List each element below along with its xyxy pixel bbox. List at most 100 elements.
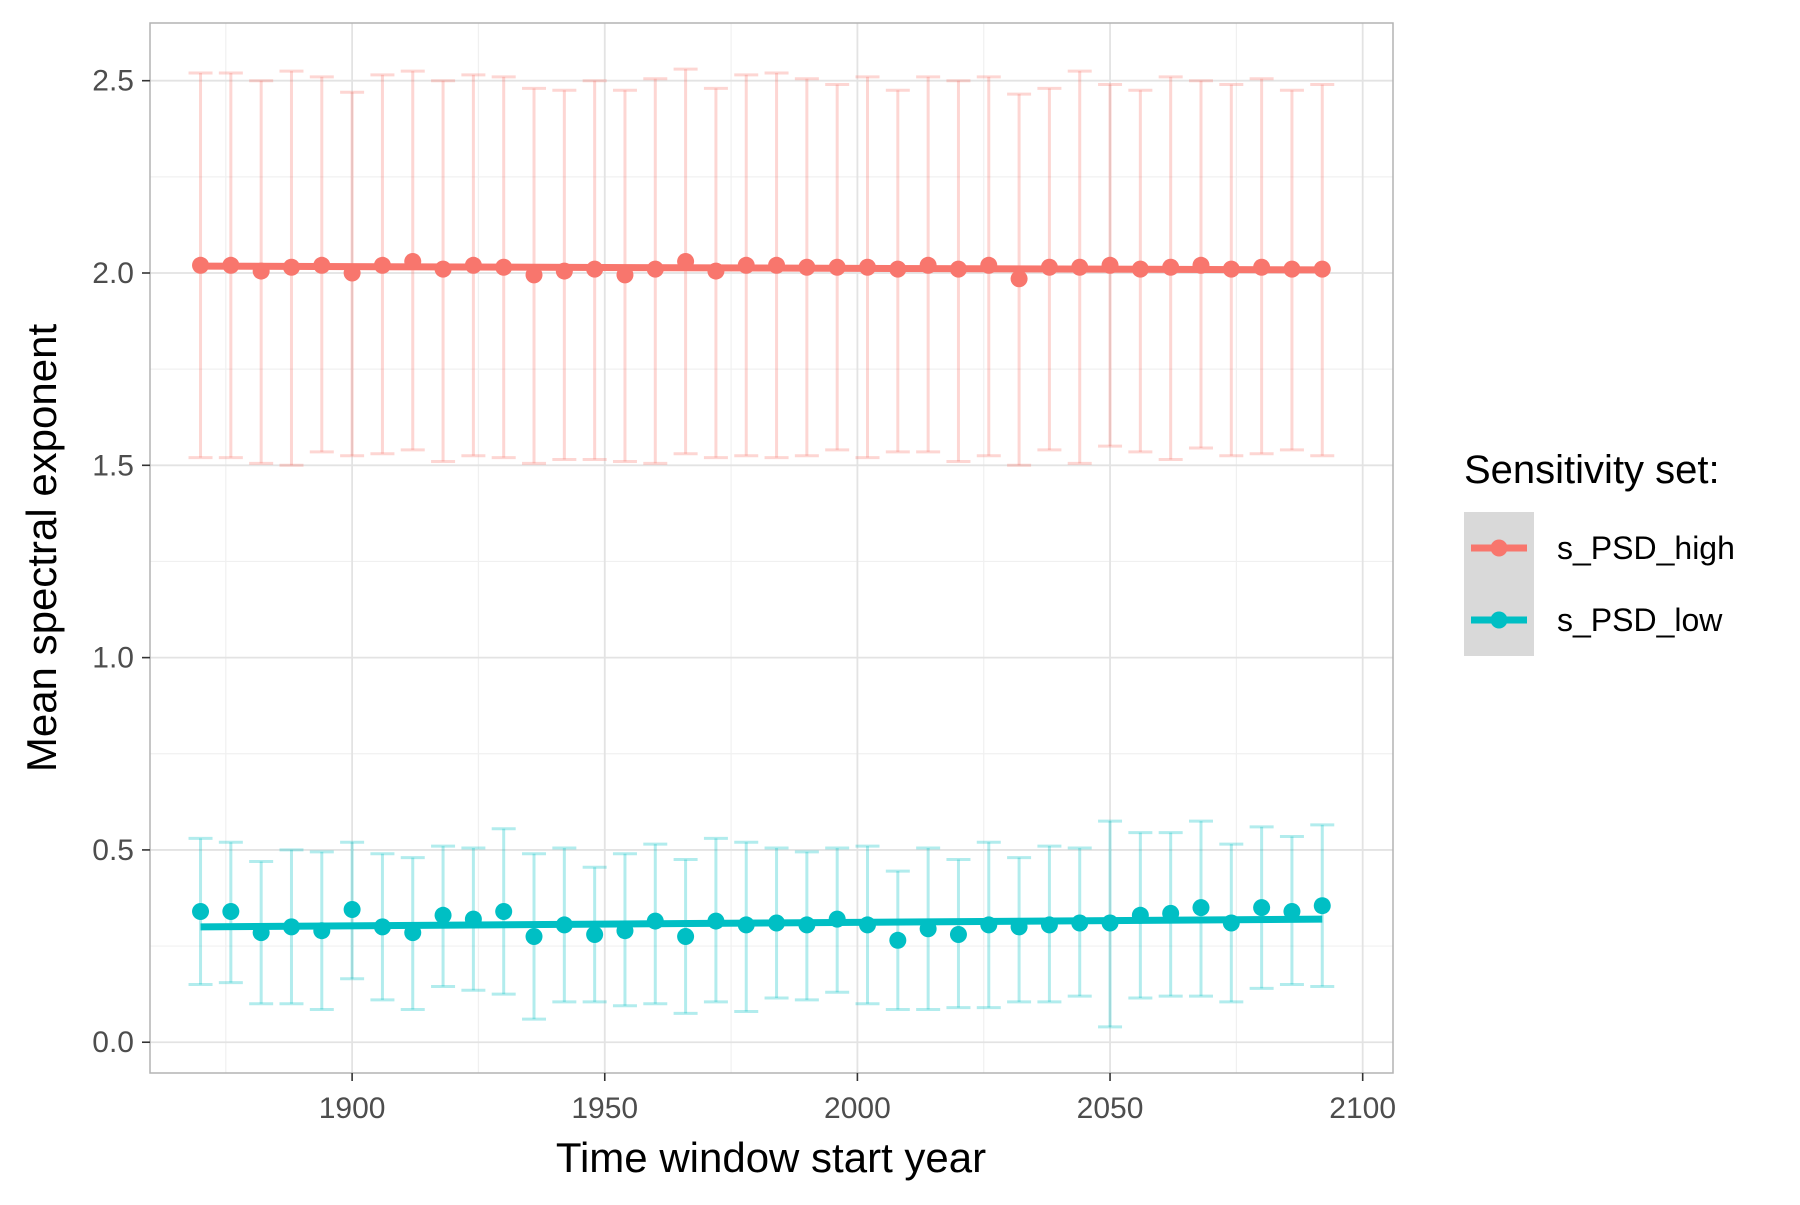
s-psd-high-point [555, 262, 573, 280]
s-psd-high-point [1283, 260, 1301, 278]
s-psd-high-point [1131, 260, 1149, 278]
s-psd-high-point [1313, 260, 1331, 278]
s-psd-low-point [1192, 899, 1210, 917]
s-psd-low-point [1040, 916, 1058, 934]
s-psd-high-trend-line [200, 262, 1323, 274]
s-psd-low-point [1131, 906, 1149, 924]
s-psd-low-point [464, 910, 482, 928]
s-psd-high-point [737, 256, 755, 274]
s-psd-high-point [1071, 258, 1089, 276]
x-tick-label: 1900 [319, 1092, 386, 1125]
legend: Sensitivity set: s_PSD_high s_PSD_low [1464, 448, 1735, 656]
s-psd-high-point [1162, 258, 1180, 276]
s-psd-high-point [1010, 270, 1028, 288]
x-tick-label: 2100 [1329, 1092, 1396, 1125]
s-psd-high-point [798, 258, 816, 276]
grid-major [150, 23, 1393, 1073]
s-psd-high-point [919, 256, 937, 274]
s-psd-low-point [919, 920, 937, 938]
s-psd-low-point [1283, 902, 1301, 920]
s-psd-low-point [434, 906, 452, 924]
data-points [192, 252, 1331, 949]
s-psd-high-point [343, 264, 361, 282]
s-psd-high-point [404, 252, 422, 270]
s-psd-high-point [192, 256, 210, 274]
s-psd-low-point [677, 927, 695, 945]
s-psd-high-legend-label: s_PSD_high [1557, 530, 1735, 566]
s-psd-high-point [313, 256, 331, 274]
s-psd-high-point [282, 258, 300, 276]
y-tick-label: 0.5 [92, 834, 134, 867]
s-psd-high-point [768, 256, 786, 274]
s-psd-low-point [373, 918, 391, 936]
s-psd-low-point [889, 931, 907, 949]
s-psd-low-point [828, 910, 846, 928]
y-tick-label: 2.0 [92, 257, 134, 290]
s-psd-low-point [646, 912, 664, 930]
s-psd-high-point [828, 258, 846, 276]
s-psd-low-point [404, 924, 422, 942]
s-psd-low-point [1313, 897, 1331, 915]
s-psd-high-point [1040, 258, 1058, 276]
x-tick-label: 2050 [1077, 1092, 1144, 1125]
s-psd-high-point [222, 256, 240, 274]
s-psd-low-point [737, 916, 755, 934]
s-psd-low-point [859, 916, 877, 934]
y-tick-label: 1.0 [92, 642, 134, 675]
s-psd-low-legend-key-point [1490, 611, 1508, 629]
s-psd-low-point [1101, 914, 1119, 932]
x-tick-label: 2000 [824, 1092, 891, 1125]
s-psd-high-point [859, 258, 877, 276]
s-psd-low-point [768, 914, 786, 932]
panel-border [149, 22, 1394, 1074]
s-psd-low-point [798, 916, 816, 934]
s-psd-low-point [586, 926, 604, 944]
s-psd-high-point [434, 260, 452, 278]
axis-ticks [142, 79, 1364, 1081]
s-psd-low-point [192, 902, 210, 920]
legend-title: Sensitivity set: [1464, 448, 1720, 492]
s-psd-high-point [646, 260, 664, 278]
s-psd-low-point [1071, 914, 1089, 932]
s-psd-high-point [1101, 256, 1119, 274]
s-psd-high-point [586, 260, 604, 278]
s-psd-high-legend-key-point [1490, 539, 1508, 557]
s-psd-low-point [1010, 918, 1028, 936]
s-psd-high-point [464, 256, 482, 274]
y-tick-label: 1.5 [92, 449, 134, 482]
s-psd-high-point [677, 252, 695, 270]
s-psd-low-point [1162, 904, 1180, 922]
s-psd-high-point [889, 260, 907, 278]
s-psd-high-point [616, 266, 634, 284]
x-tick-label: 1950 [571, 1092, 638, 1125]
s-psd-low-point [616, 922, 634, 940]
s-psd-low-point [252, 924, 270, 942]
s-psd-low-point [707, 912, 725, 930]
y-tick-label: 2.5 [92, 65, 134, 98]
s-psd-high-point [495, 258, 513, 276]
legend-items: s_PSD_high s_PSD_low [1464, 512, 1735, 656]
s-psd-low-point [980, 916, 998, 934]
y-axis-title: Mean spectral exponent [18, 324, 65, 773]
s-psd-low-point [1253, 899, 1271, 917]
s-psd-low-point [949, 926, 967, 944]
s-psd-high-point [949, 260, 967, 278]
s-psd-low-point [222, 902, 240, 920]
s-psd-low-point [525, 927, 543, 945]
s-psd-high-point [1222, 260, 1240, 278]
s-psd-high-point [1192, 256, 1210, 274]
s-psd-low-point [282, 918, 300, 936]
s-psd-high-point [1253, 258, 1271, 276]
axis-tick-labels: 1900 1950 2000 2050 2100 0.0 0.5 1.0 1.5 2.0 2.5 [92, 65, 1396, 1125]
s-psd-low-point [495, 902, 513, 920]
s-psd-low-point [1222, 914, 1240, 932]
s-psd-low-point [555, 916, 573, 934]
s-psd-low-legend-label: s_PSD_low [1557, 602, 1723, 638]
x-axis-title: Time window start year [556, 1134, 986, 1181]
s-psd-high-point [707, 262, 725, 280]
s-psd-low-point [313, 922, 331, 940]
y-tick-label: 0.0 [92, 1026, 134, 1059]
s-psd-high-point [525, 266, 543, 284]
